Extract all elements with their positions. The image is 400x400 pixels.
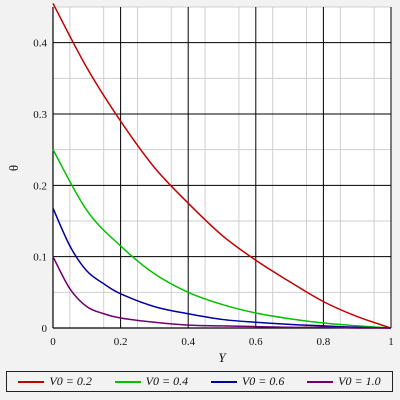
x-tick-label: 0 (50, 336, 56, 348)
series-line-3 (52, 207, 392, 329)
y-tick-label: 0.1 (33, 252, 47, 264)
y-tick-label: 0.4 (33, 38, 47, 50)
y-tick-label: 0.3 (33, 109, 47, 121)
legend-item-2: V0 = 0.4 (114, 374, 189, 389)
legend-swatch (114, 380, 141, 383)
x-axis-label: Y (218, 350, 227, 365)
x-tick-label: 0.8 (317, 336, 331, 348)
legend-item-1: V0 = 0.2 (18, 374, 92, 389)
series-line-1 (52, 3, 392, 329)
legend-swatch (18, 380, 45, 383)
legend-item-3: V0 = 0.6 (210, 374, 285, 389)
legend: V0 = 0.2 V0 = 0.4 V0 = 0.6 V0 = 1.0 (6, 371, 393, 392)
x-tick-label: 0.4 (181, 336, 195, 348)
legend-label: V0 = 0.6 (241, 374, 285, 388)
x-tick-label: 1 (388, 336, 394, 348)
series-line-2 (52, 149, 392, 329)
legend-swatch (210, 380, 237, 383)
line-chart: 0 0.2 0.4 0.6 0.8 1 0 0.1 0.2 0.3 0.4 Y θ (6, 3, 394, 365)
legend-swatch (307, 380, 334, 383)
series-group (52, 3, 392, 329)
legend-label: V0 = 0.2 (49, 374, 92, 388)
legend-label: V0 = 1.0 (338, 374, 381, 388)
plot-area (53, 7, 391, 328)
legend-label: V0 = 0.4 (145, 374, 189, 388)
tick-labels: 0 0.2 0.4 0.6 0.8 1 0 0.1 0.2 0.3 0.4 (33, 38, 394, 348)
y-tick-label: 0.2 (33, 180, 47, 192)
series-line-4 (52, 256, 392, 329)
legend-item-4: V0 = 1.0 (307, 374, 381, 389)
x-tick-label: 0.2 (114, 336, 128, 348)
y-tick-label: 0 (42, 323, 48, 335)
x-tick-label: 0.6 (249, 336, 263, 348)
y-axis-label: θ (6, 165, 21, 171)
